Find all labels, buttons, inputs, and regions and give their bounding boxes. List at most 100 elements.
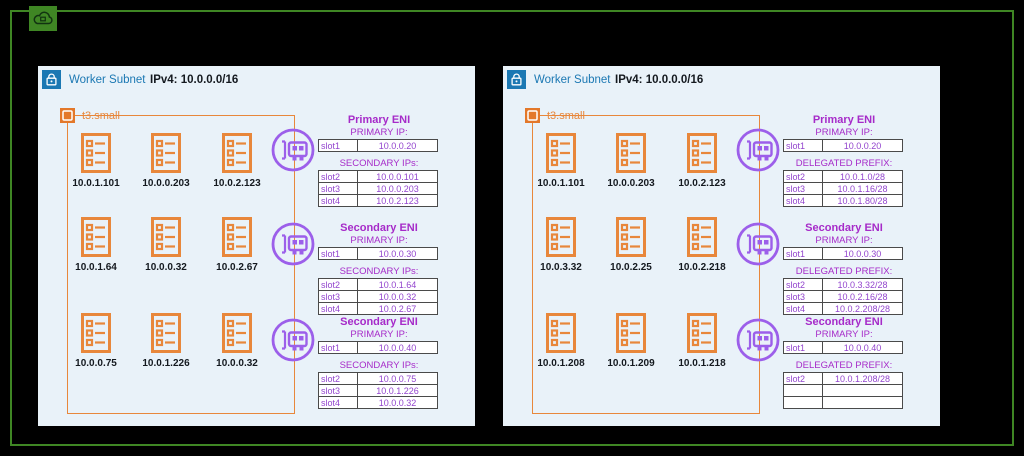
- pod-ip-label: 10.0.2.218: [678, 262, 726, 273]
- pod-item: 10.0.1.64: [61, 217, 131, 273]
- pod-ip-label: 10.0.2.123: [213, 178, 261, 189]
- pod-list-icon: [546, 313, 576, 353]
- eni-section-title: Secondary ENI: [805, 316, 883, 328]
- ip-cell: 10.0.0.40: [357, 341, 438, 354]
- pod-item: 10.0.1.101: [526, 133, 596, 189]
- slot-cell: slot1: [783, 139, 823, 152]
- slot-cell: slot3: [318, 384, 358, 397]
- pod-list-icon: [687, 133, 717, 173]
- table-row: [783, 384, 903, 397]
- pod-item: 10.0.2.218: [667, 217, 737, 273]
- slot-cell: slot4: [318, 194, 358, 207]
- pod-item: 10.0.0.32: [202, 313, 272, 369]
- table-row: slot3 10.0.2.16/28: [783, 290, 903, 303]
- ip-cell: 10.0.0.20: [822, 139, 903, 152]
- slot-cell: slot1: [318, 247, 358, 260]
- primary-ip-table: slot1 10.0.0.30: [783, 247, 903, 260]
- pod-list-icon: [616, 313, 646, 353]
- table-row: [783, 396, 903, 409]
- secondary-table: slot2 10.0.1.64 slot3 10.0.0.32 slot4 10…: [318, 278, 438, 315]
- slot-cell: slot1: [318, 139, 358, 152]
- table-row: slot4 10.0.2.208/28: [783, 302, 903, 315]
- table-row: slot2 10.0.0.75: [318, 372, 438, 385]
- pod-list-icon: [222, 217, 252, 257]
- primary-ip-table: slot1 10.0.0.20: [318, 139, 438, 152]
- ip-cell: 10.0.2.208/28: [822, 302, 903, 315]
- secondary-label: SECONDARY IPs:: [339, 266, 419, 277]
- secondary-table: slot2 10.0.0.75 slot3 10.0.1.226 slot4 1…: [318, 372, 438, 409]
- ip-cell: 10.0.1.64: [357, 278, 438, 291]
- slot-cell: slot1: [783, 247, 823, 260]
- pod-list-icon: [687, 313, 717, 353]
- pod-ip-label: 10.0.0.203: [607, 178, 655, 189]
- pod-item: 10.0.2.123: [202, 133, 272, 189]
- pod-ip-label: 10.0.1.101: [537, 178, 585, 189]
- pod-list-icon: [546, 217, 576, 257]
- pod-item: 10.0.1.209: [596, 313, 666, 369]
- pod-ip-label: 10.0.1.226: [142, 358, 190, 369]
- slot-cell: slot2: [318, 170, 358, 183]
- secondary-label: DELEGATED PREFIX:: [795, 266, 893, 277]
- table-row: slot1 10.0.0.20: [783, 139, 903, 152]
- primary-ip-label: PRIMARY IP:: [350, 127, 408, 138]
- primary-ip-label: PRIMARY IP:: [815, 235, 873, 246]
- secondary-label: SECONDARY IPs:: [339, 360, 419, 371]
- slot-cell: slot4: [318, 302, 358, 315]
- ip-cell: [822, 384, 903, 397]
- pod-ip-label: 10.0.1.64: [75, 262, 117, 273]
- eni-section-title: Secondary ENI: [340, 222, 418, 234]
- table-row: slot2 10.0.0.101: [318, 170, 438, 183]
- pod-ip-label: 10.0.1.101: [72, 178, 120, 189]
- slot-cell: slot4: [318, 396, 358, 409]
- cidr-key: IPv4:: [615, 74, 643, 86]
- ec2-instance-icon: [60, 108, 75, 123]
- eni-icon: [735, 221, 781, 267]
- table-row: slot1 10.0.0.40: [783, 341, 903, 354]
- primary-ip-label: PRIMARY IP:: [350, 235, 408, 246]
- pod-list-icon: [81, 313, 111, 353]
- ec2-instance-icon: [525, 108, 540, 123]
- pod-ip-label: 10.0.2.67: [216, 262, 258, 273]
- ip-cell: 10.0.0.40: [822, 341, 903, 354]
- secondary-table: slot2 10.0.1.208/28: [783, 372, 903, 409]
- subnet-cidr: IPv4: 10.0.0.0/16: [150, 74, 238, 86]
- pod-ip-label: 10.0.2.123: [678, 178, 726, 189]
- slot-cell: slot2: [783, 278, 823, 291]
- primary-ip-table: slot1 10.0.0.40: [318, 341, 438, 354]
- pod-item: 10.0.0.203: [131, 133, 201, 189]
- worker-subnet-panel: Worker Subnet IPv4: 10.0.0.0/16 t3.small…: [38, 66, 475, 426]
- pod-list-icon: [151, 217, 181, 257]
- eni-icon: [270, 317, 316, 363]
- primary-ip-table: slot1 10.0.0.30: [318, 247, 438, 260]
- eni-section: Secondary ENI PRIMARY IP: slot1 10.0.0.4…: [318, 316, 440, 412]
- instance-type-label: t3.small: [547, 110, 585, 122]
- pod-ip-label: 10.0.2.25: [610, 262, 652, 273]
- table-row: slot4 10.0.2.67: [318, 302, 438, 315]
- cidr-key: IPv4:: [150, 74, 178, 86]
- slot-cell: slot3: [783, 182, 823, 195]
- ip-cell: 10.0.2.123: [357, 194, 438, 207]
- pod-ip-label: 10.0.0.32: [145, 262, 187, 273]
- primary-ip-table: slot1 10.0.0.20: [783, 139, 903, 152]
- pod-item: 10.0.0.32: [131, 217, 201, 273]
- ip-cell: 10.0.3.32/28: [822, 278, 903, 291]
- primary-ip-table: slot1 10.0.0.40: [783, 341, 903, 354]
- ip-cell: 10.0.1.208/28: [822, 372, 903, 385]
- eni-icon: [735, 127, 781, 173]
- table-row: slot2 10.0.1.208/28: [783, 372, 903, 385]
- ip-cell: 10.0.1.0/28: [822, 170, 903, 183]
- ip-cell: 10.0.0.32: [357, 290, 438, 303]
- worker-subnet-panel: Worker Subnet IPv4: 10.0.0.0/16 t3.small…: [503, 66, 940, 426]
- instance-type-label: t3.small: [82, 110, 120, 122]
- table-row: slot4 10.0.1.80/28: [783, 194, 903, 207]
- pod-list-icon: [151, 133, 181, 173]
- subnet-title: Worker Subnet: [534, 74, 611, 86]
- slot-cell: slot2: [783, 372, 823, 385]
- pod-list-icon: [222, 133, 252, 173]
- slot-cell: slot3: [318, 182, 358, 195]
- pod-ip-label: 10.0.0.32: [216, 358, 258, 369]
- ip-cell: 10.0.0.32: [357, 396, 438, 409]
- ip-cell: 10.0.1.226: [357, 384, 438, 397]
- subnet-cidr: IPv4: 10.0.0.0/16: [615, 74, 703, 86]
- eni-section-title: Secondary ENI: [805, 222, 883, 234]
